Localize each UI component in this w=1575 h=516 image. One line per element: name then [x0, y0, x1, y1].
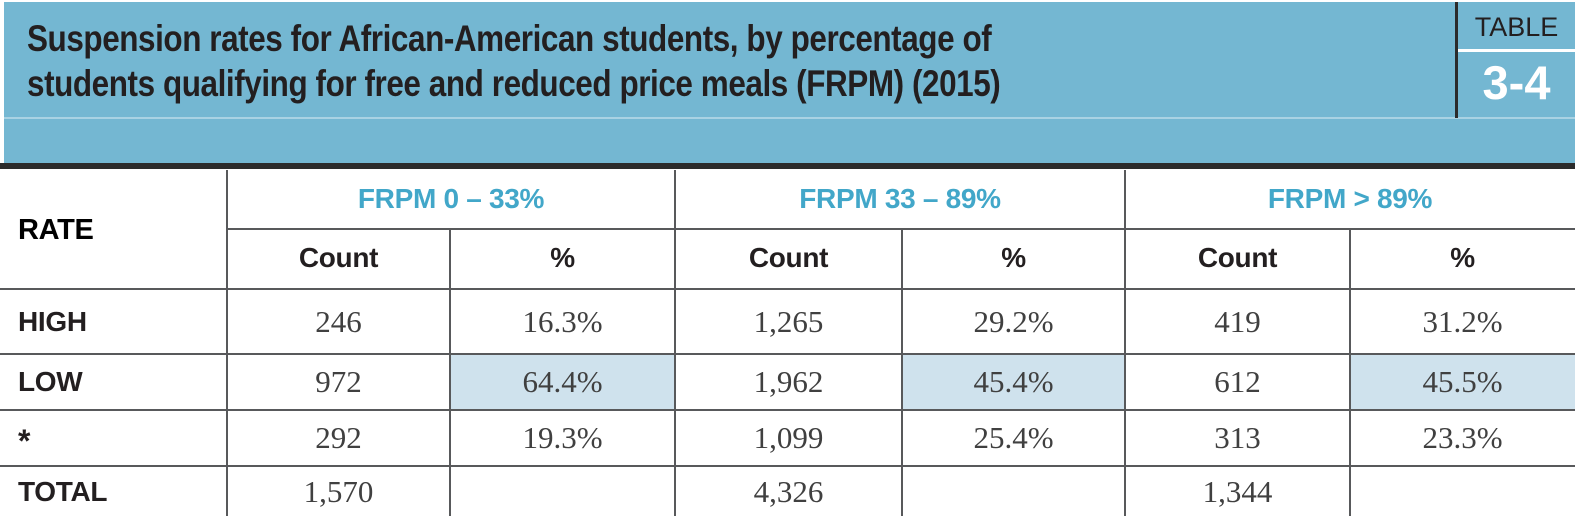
data-cell: 29.2% — [973, 304, 1054, 339]
column-header-count: Count — [1197, 242, 1278, 273]
grid-line — [449, 228, 451, 516]
page-title-line1: Suspension rates for African-American st… — [27, 18, 992, 59]
data-cell: 45.5% — [1422, 364, 1503, 399]
column-group-frpm-0-33: FRPM 0 – 33% — [357, 183, 545, 214]
highlight-cell — [1350, 355, 1575, 410]
column-header-count: Count — [748, 242, 829, 273]
data-cell: 1,099 — [753, 420, 824, 455]
page-title: Suspension rates for African-American st… — [27, 16, 1001, 106]
column-header-percent: % — [1450, 242, 1475, 273]
row-label-high: HIGH — [18, 306, 87, 337]
data-cell: 4,326 — [753, 474, 824, 509]
data-cell: 45.4% — [973, 364, 1054, 399]
data-cell: 313 — [1214, 420, 1261, 455]
badge-divider — [1458, 49, 1575, 52]
data-cell: 1,344 — [1202, 474, 1273, 509]
column-header-count: Count — [298, 242, 379, 273]
highlight-cell — [450, 355, 675, 410]
grid-line — [1349, 228, 1351, 516]
grid-line — [0, 353, 1575, 355]
table-badge: TABLE 3-4 — [1455, 2, 1575, 118]
column-header-percent: % — [550, 242, 575, 273]
grid-line — [1124, 170, 1126, 516]
data-cell: 972 — [315, 364, 362, 399]
data-cell: 246 — [315, 304, 362, 339]
data-cell: 16.3% — [522, 304, 603, 339]
badge-number: 3-4 — [1482, 56, 1551, 109]
row-label-low: LOW — [18, 366, 83, 397]
row-header-rate: RATE — [18, 213, 94, 246]
data-cell: 64.4% — [522, 364, 603, 399]
grid-line — [901, 228, 903, 516]
data-cell: 25.4% — [973, 420, 1054, 455]
grid-line — [226, 170, 228, 516]
page-title-line2: students qualifying for free and reduced… — [27, 63, 1001, 104]
grid-line — [674, 170, 676, 516]
data-cell: 23.3% — [1422, 420, 1503, 455]
data-cell: 419 — [1214, 304, 1261, 339]
data-cell: 19.3% — [522, 420, 603, 455]
row-label-asterisk: * — [18, 423, 31, 459]
header-rule — [0, 163, 1575, 169]
highlight-cell — [902, 355, 1125, 410]
grid-line — [0, 465, 1575, 467]
column-header-percent: % — [1001, 242, 1026, 273]
header-band — [4, 2, 1575, 163]
header-band-seam — [4, 117, 1575, 119]
data-cell: 1,570 — [303, 474, 374, 509]
grid-line — [0, 409, 1575, 411]
badge-table-label: TABLE — [1474, 12, 1559, 42]
row-label-total: TOTAL — [18, 476, 108, 507]
column-group-frpm-33-89: FRPM 33 – 89% — [799, 183, 1001, 214]
data-cell: 1,265 — [753, 304, 824, 339]
data-cell: 612 — [1214, 364, 1261, 399]
grid-line — [0, 288, 1575, 290]
data-cell: 292 — [315, 420, 362, 455]
data-cell: 1,962 — [753, 364, 824, 399]
column-group-frpm-89: FRPM > 89% — [1267, 183, 1433, 214]
data-cell: 31.2% — [1422, 304, 1503, 339]
